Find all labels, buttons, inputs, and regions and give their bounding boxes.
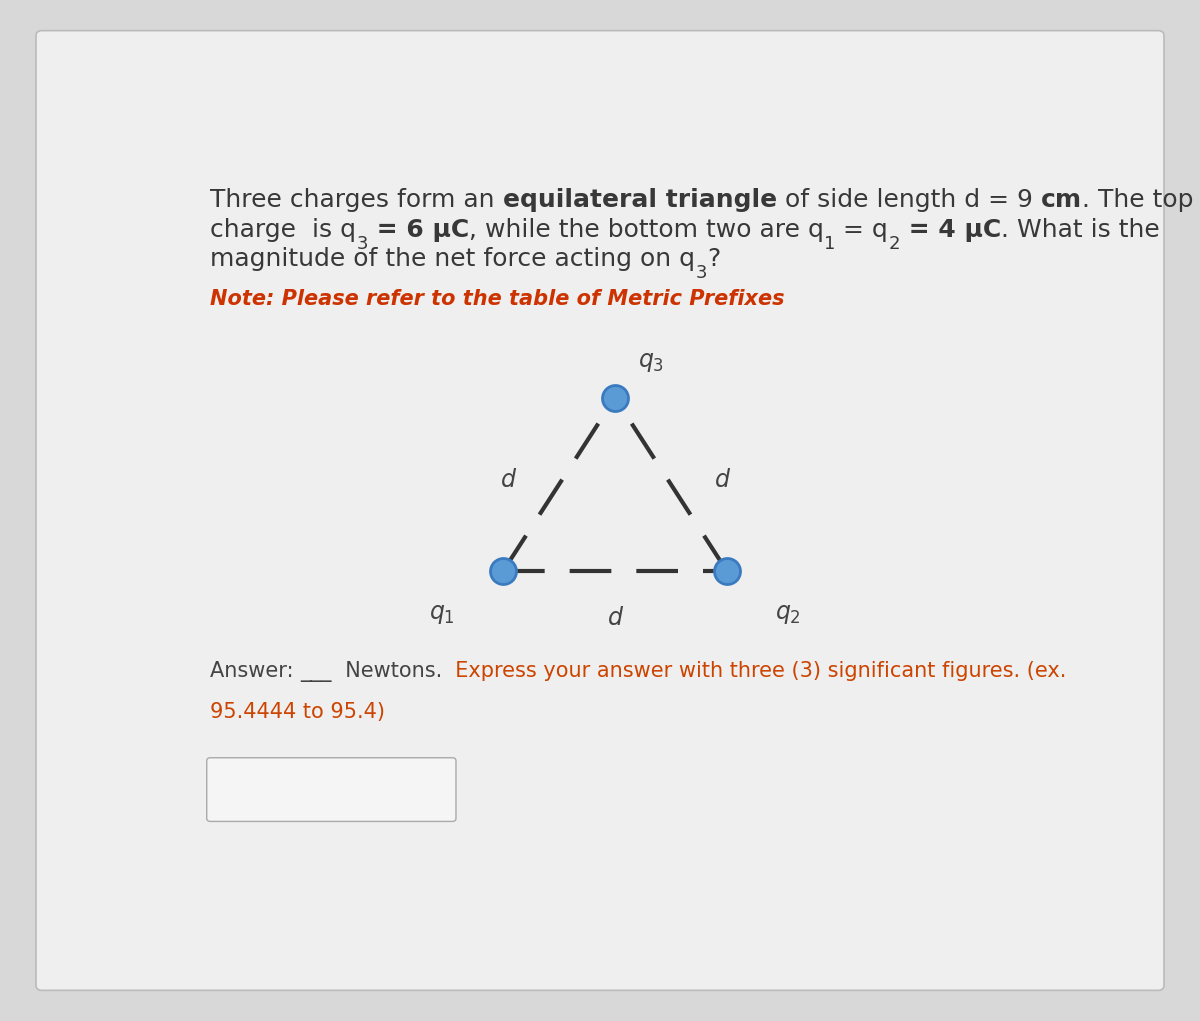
Text: Express your answer with three (3) significant figures. (ex.: Express your answer with three (3) signi…: [443, 661, 1067, 681]
Text: Three charges form an: Three charges form an: [210, 189, 503, 212]
Text: 3: 3: [696, 264, 707, 282]
Point: [606, 390, 625, 406]
Text: ___: ___: [300, 662, 332, 682]
FancyBboxPatch shape: [206, 758, 456, 822]
Text: = 4 μC: = 4 μC: [900, 217, 1001, 242]
Text: Newtons.: Newtons.: [332, 661, 443, 681]
Text: . The top: . The top: [1082, 189, 1194, 212]
Text: 1: 1: [824, 235, 835, 253]
Text: charge  is q: charge is q: [210, 217, 356, 242]
Text: 95.4444 to 95.4): 95.4444 to 95.4): [210, 701, 385, 722]
Text: ?: ?: [707, 247, 720, 271]
Text: d: d: [607, 606, 623, 630]
Text: equilateral triangle: equilateral triangle: [503, 189, 778, 212]
Text: , while the bottom two are q: , while the bottom two are q: [469, 217, 824, 242]
Text: $q_1$: $q_1$: [430, 602, 455, 626]
Text: d: d: [714, 469, 730, 492]
Text: Answer:: Answer:: [210, 661, 300, 681]
Text: of side length d = 9: of side length d = 9: [778, 189, 1040, 212]
Text: $q_3$: $q_3$: [638, 350, 665, 374]
Text: = q: = q: [835, 217, 888, 242]
Text: . What is the: . What is the: [1001, 217, 1159, 242]
Text: Note: Please refer to the table of Metric Prefixes: Note: Please refer to the table of Metri…: [210, 289, 785, 309]
Text: 2: 2: [888, 235, 900, 253]
Text: = 6 μC: = 6 μC: [368, 217, 469, 242]
Point: [718, 563, 737, 579]
Text: magnitude of the net force acting on q: magnitude of the net force acting on q: [210, 247, 696, 271]
Text: d: d: [500, 469, 516, 492]
Point: [494, 563, 514, 579]
Text: 3: 3: [356, 235, 368, 253]
Text: cm: cm: [1040, 189, 1082, 212]
Text: $q_2$: $q_2$: [775, 602, 800, 626]
